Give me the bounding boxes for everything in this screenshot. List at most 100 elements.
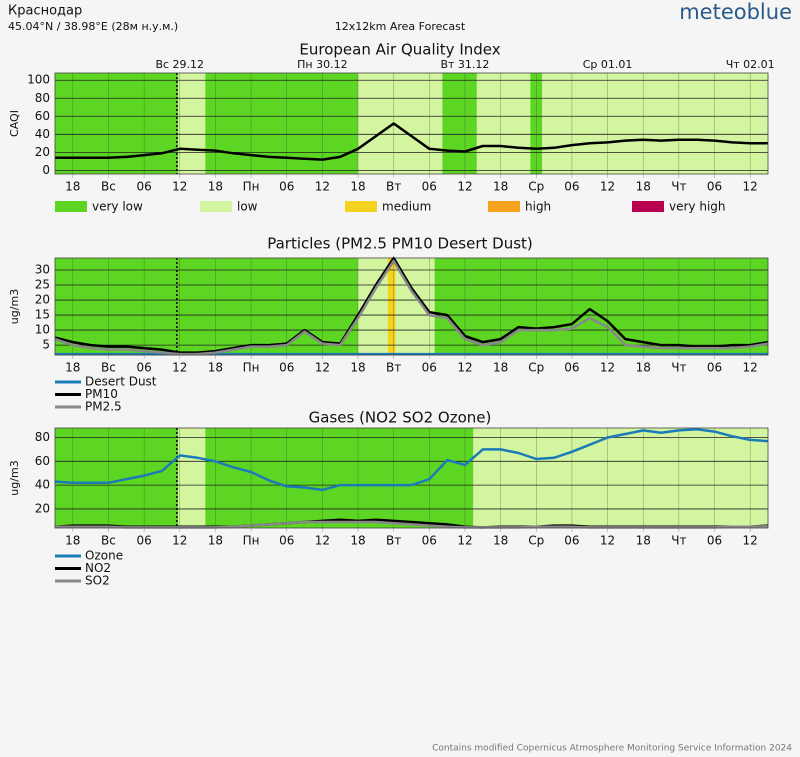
x-tick-label: 12 [172,361,187,375]
x-tick-label: Вт [386,534,401,548]
series-line [54,256,769,354]
level-band [205,428,474,528]
level-band [442,73,477,174]
level-band [476,73,531,174]
level-label: very high [669,200,726,214]
y-tick-label: 60 [35,109,50,123]
series-line [55,520,769,529]
x-tick-label: 12 [743,180,758,194]
x-tick-label: 18 [208,534,223,548]
day-label: Ср 01.01 [583,58,633,71]
chart-title: Particles (PM2.5 PM10 Desert Dust) [267,235,533,253]
x-tick-label: 06 [279,180,294,194]
x-tick-label: Ср [528,180,544,194]
y-axis-label: ug/m3 [8,460,21,495]
x-tick-label: 12 [600,180,615,194]
legend-label: SO2 [85,574,110,588]
x-tick-label: 18 [350,534,365,548]
x-tick-label: 18 [636,180,651,194]
level-label: medium [382,200,431,214]
y-tick-label: 40 [35,127,50,141]
y-tick-label: 80 [35,91,50,105]
x-tick-label: Вт [386,361,401,375]
x-tick-label: 18 [65,361,80,375]
y-tick-label: 5 [42,338,50,352]
y-tick-label: 30 [35,263,50,277]
level-swatch [55,201,87,212]
level-band [387,258,396,355]
x-tick-label: 06 [136,361,151,375]
legend-label: NO2 [85,561,111,575]
x-tick-label: Вт [386,180,401,194]
level-band [358,73,443,174]
x-tick-label: 18 [493,180,508,194]
y-tick-label: 40 [35,478,50,492]
x-tick-label: 06 [564,534,579,548]
chart-title: Gases (NO2 SO2 Ozone) [309,409,492,427]
day-label: Вт 31.12 [440,58,489,71]
x-tick-label: 06 [136,180,151,194]
y-tick-label: 10 [35,323,50,337]
x-tick-label: Вс [101,180,116,194]
x-tick-label: 06 [707,180,722,194]
level-swatch [200,201,232,212]
x-tick-label: Пн [243,534,260,548]
x-tick-label: Чт [671,361,686,375]
x-tick-label: 06 [707,534,722,548]
day-label: Чт 02.01 [726,58,775,71]
x-tick-label: 18 [636,534,651,548]
x-tick-label: 12 [743,534,758,548]
series-line [54,427,769,492]
x-tick-label: 12 [743,361,758,375]
y-tick-label: 20 [35,501,50,515]
x-tick-label: Пн [243,180,260,194]
x-tick-label: 18 [350,361,365,375]
x-tick-label: 18 [65,180,80,194]
y-tick-label: 20 [35,145,50,159]
x-tick-label: 12 [315,180,330,194]
level-label: very low [92,200,143,214]
level-band [55,258,359,355]
x-tick-label: Ср [528,534,544,548]
level-band [55,428,178,528]
level-label: low [237,200,258,214]
x-tick-label: 06 [422,361,437,375]
x-tick-label: 06 [279,534,294,548]
x-tick-label: Чт [671,534,686,548]
x-tick-label: 12 [457,534,472,548]
legend-label: PM2.5 [85,400,122,414]
level-band [177,73,206,174]
footer: Contains modified Copernicus Atmosphere … [432,744,792,754]
x-tick-label: Вс [101,534,116,548]
x-tick-label: 18 [208,361,223,375]
x-tick-label: 06 [136,534,151,548]
level-band [434,258,768,355]
plot-frame [54,257,769,356]
coords: 45.04°N / 38.98°E (28м н.у.м.) [8,20,178,33]
x-tick-label: 06 [422,180,437,194]
x-tick-label: Вс [101,361,116,375]
x-tick-label: 06 [422,534,437,548]
level-band [542,73,768,174]
x-tick-label: Пн [243,361,260,375]
x-tick-label: 12 [315,534,330,548]
plot-frame [54,427,769,529]
x-tick-label: 12 [172,180,187,194]
level-swatch [345,201,377,212]
y-tick-label: 100 [27,73,50,87]
x-tick-label: 18 [208,180,223,194]
y-tick-label: 25 [35,278,50,292]
x-tick-label: 12 [457,180,472,194]
x-tick-label: 12 [172,534,187,548]
legend-label: Ozone [85,549,123,563]
y-tick-label: 20 [35,293,50,307]
series-line [54,259,769,356]
y-tick-label: 80 [35,430,50,444]
x-tick-label: 12 [600,361,615,375]
y-tick-label: 15 [35,308,50,322]
y-axis-label: ug/m3 [8,289,21,324]
y-tick-label: 0 [42,163,50,177]
x-tick-label: 18 [65,534,80,548]
day-label: Вс 29.12 [155,58,204,71]
